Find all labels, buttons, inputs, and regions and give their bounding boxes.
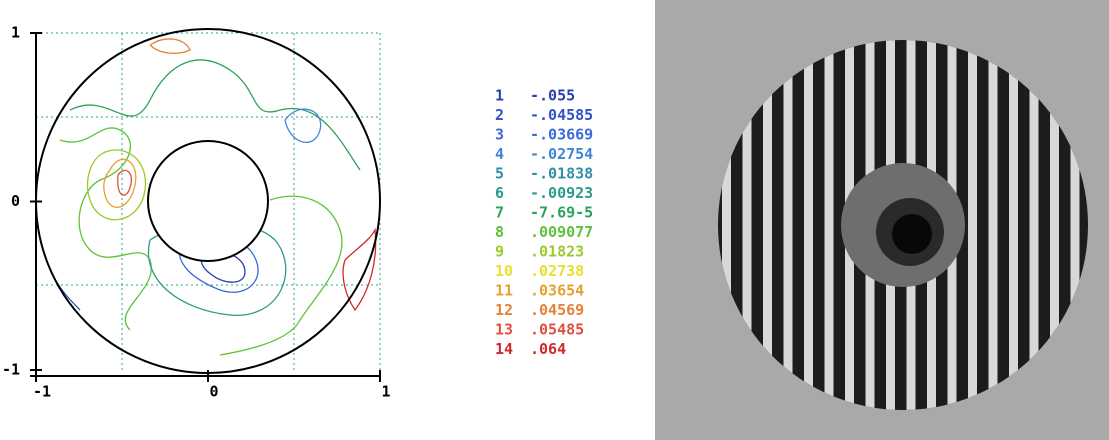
legend-index: 7 [495, 204, 504, 222]
legend-index: 4 [495, 145, 504, 163]
fringe [804, 30, 813, 430]
contour [343, 230, 376, 310]
legend-value: -.02754 [530, 145, 593, 163]
x-tick-label: -1 [33, 383, 51, 401]
legend-index: 5 [495, 165, 504, 183]
legend-value: .01823 [530, 243, 584, 261]
contour [118, 170, 132, 195]
legend-value: .009077 [530, 223, 593, 241]
legend-value: -.055 [530, 87, 575, 105]
legend-index: 2 [495, 106, 504, 124]
legend-index: 14 [495, 340, 513, 358]
legend-value: .04569 [530, 301, 584, 319]
contour [60, 128, 151, 330]
legend-value: .02738 [530, 262, 584, 280]
page: -101-1011-.0552-.045853-.036694-.027545-… [0, 0, 1109, 440]
legend-value: -.00923 [530, 184, 593, 202]
contour [285, 109, 321, 142]
legend-value: .03654 [530, 282, 584, 300]
legend-index: 13 [495, 321, 513, 339]
legend-value: .05485 [530, 321, 584, 339]
contour-plot [30, 29, 380, 376]
legend-index: 8 [495, 223, 504, 241]
legend-index: 6 [495, 184, 504, 202]
legend-index: 12 [495, 301, 513, 319]
contour [150, 39, 190, 53]
fringe [825, 30, 834, 430]
legend-value: -.04585 [530, 106, 593, 124]
legend-value: -7.69-5 [530, 204, 593, 222]
legend-value: .064 [530, 340, 566, 358]
center-spot [892, 214, 932, 254]
legend-index: 9 [495, 243, 504, 261]
fringe [989, 30, 998, 430]
legend-value: -.01838 [530, 165, 593, 183]
legend-index: 10 [495, 262, 513, 280]
legend-index: 11 [495, 282, 513, 300]
y-tick-label: 1 [11, 24, 20, 42]
fringe [968, 30, 977, 430]
x-tick-label: 0 [209, 383, 218, 401]
y-tick-label: -1 [2, 361, 20, 379]
y-tick-label: 0 [11, 192, 20, 210]
legend-index: 1 [495, 87, 504, 105]
x-tick-label: 1 [381, 383, 390, 401]
figure: -101-1011-.0552-.045853-.036694-.027545-… [0, 0, 1109, 440]
inner-boundary [148, 141, 268, 261]
legend-value: -.03669 [530, 126, 593, 144]
legend-index: 3 [495, 126, 504, 144]
fringe [1009, 30, 1018, 430]
contour [50, 270, 80, 310]
contour [88, 150, 146, 220]
photo [655, 0, 1109, 440]
